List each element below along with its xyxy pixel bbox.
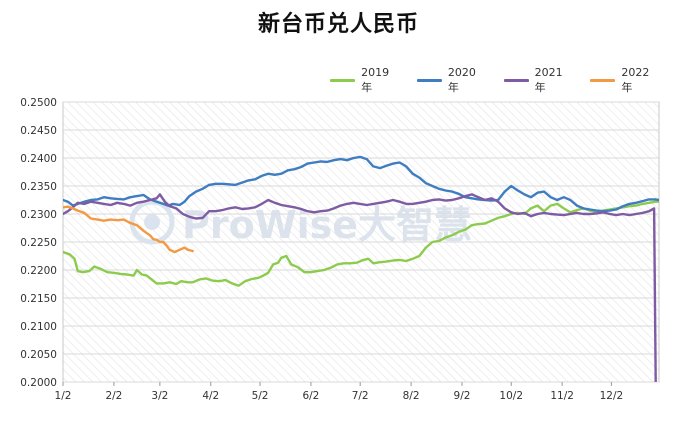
x-tick-label: 5/2 (252, 390, 269, 402)
series-line-2019年 (63, 200, 659, 287)
legend-item-2022[interactable]: 2022年 (590, 66, 659, 95)
legend-label-2020: 2020年 (447, 66, 476, 94)
y-tick-label: 0.2000 (20, 377, 57, 389)
x-tick-label: 9/2 (454, 390, 471, 402)
series-layer (63, 155, 659, 382)
y-tick-label: 0.2500 (20, 97, 57, 109)
legend-item-2019[interactable]: 2019年 (330, 66, 399, 95)
legend-item-2021[interactable]: 2021年 (503, 66, 573, 95)
x-axis: 1/2 2/2 3/2 4/2 5/2 6/2 7/2 8/2 9/2 10/2 11/2 12/2 (55, 382, 624, 402)
y-tick-label: 0.2350 (20, 181, 57, 193)
y-axis: 0.2000 0.2050 0.2100 0.2150 0.2200 0.2250 0.23… (20, 97, 57, 389)
y-tick-label: 0.2200 (20, 265, 57, 277)
legend-swatch-2019 (330, 79, 356, 82)
y-tick-label: 0.2400 (20, 153, 57, 165)
legend-swatch-2020 (416, 79, 442, 82)
y-tick-label: 0.2300 (20, 209, 57, 221)
watermark-logo-icon (129, 199, 175, 245)
legend-label-2022: 2022年 (621, 66, 650, 94)
x-tick-label: 10/2 (499, 390, 523, 402)
x-tick-label: 6/2 (302, 390, 319, 402)
x-tick-label: 1/2 (55, 390, 72, 402)
watermark: ProWise大智慧 (129, 199, 472, 247)
watermark-logo-inner-icon (144, 214, 160, 230)
series-line-2022年 (63, 205, 194, 254)
y-tick-label: 0.2100 (20, 321, 57, 333)
legend-swatch-2022 (590, 79, 616, 82)
legend-label-2019: 2019年 (361, 66, 390, 94)
y-tick-label: 0.2050 (20, 349, 57, 361)
x-tick-label: 2/2 (105, 390, 122, 402)
x-tick-label: 3/2 (151, 390, 168, 402)
y-tick-label: 0.2150 (20, 293, 57, 305)
y-tick-label: 0.2450 (20, 125, 57, 137)
x-tick-label: 7/2 (352, 390, 369, 402)
legend-label-2021: 2021年 (534, 66, 563, 94)
legend-swatch-2021 (503, 79, 529, 82)
chart-legend: 2019年 2020年 2021年 2022年 (330, 66, 677, 95)
legend-item-2020[interactable]: 2020年 (416, 66, 486, 95)
x-tick-label: 11/2 (550, 390, 574, 402)
series-line-2020年 (63, 155, 659, 213)
x-tick-label: 12/2 (600, 390, 624, 402)
x-tick-label: 4/2 (202, 390, 219, 402)
x-tick-label: 8/2 (403, 390, 420, 402)
series-line-2021年 (63, 193, 657, 382)
chart-title: 新台币兑人民币 (257, 12, 419, 37)
y-tick-label: 0.2250 (20, 237, 57, 249)
